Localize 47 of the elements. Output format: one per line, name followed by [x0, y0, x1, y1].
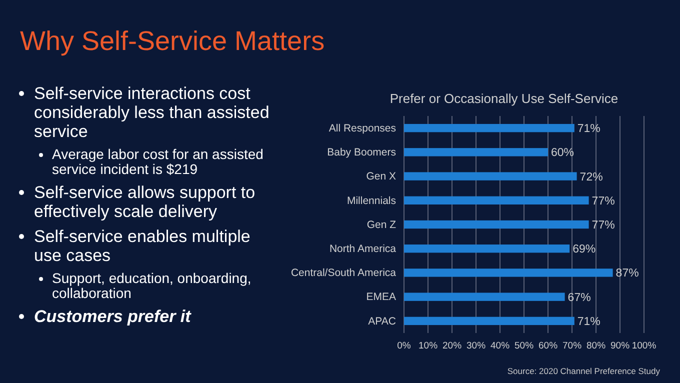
x-tick-label: 20%: [442, 340, 462, 352]
text: Self-service allows support to effectively scale delivery: [34, 183, 256, 221]
data-label: 67%: [568, 292, 591, 304]
y-tick-label: All Responses: [328, 122, 396, 134]
bar: [404, 292, 565, 301]
x-tick-label: 10%: [418, 340, 438, 352]
y-tick-label: Gen Z: [366, 218, 397, 231]
x-tick-label: 80%: [586, 340, 606, 352]
data-label: 77%: [592, 220, 615, 232]
text: Support, education, onboarding, collaboration: [52, 270, 252, 301]
y-tick-label: Central/South America: [290, 267, 396, 280]
source-note: Source: 2020 Channel Preference Study: [507, 366, 661, 376]
x-tick-label: 50%: [514, 340, 534, 352]
x-tick-label: 90%: [610, 340, 630, 352]
data-label: 69%: [572, 244, 596, 256]
y-tick-label: Millennials: [346, 194, 396, 207]
x-tick-label: 60%: [538, 340, 558, 352]
data-label: 87%: [616, 268, 639, 280]
text: Why Self-Service Matters: [20, 26, 325, 56]
bar: [404, 196, 589, 204]
x-tick-label: 70%: [562, 340, 582, 352]
data-label: 77%: [592, 195, 615, 208]
text: Average labor cost for an assisted service incident is $219: [52, 146, 264, 177]
y-tick-label: Gen X: [366, 170, 396, 183]
bar: [404, 220, 589, 229]
text: Self-service interactions cost considerably less than assisted service: [34, 84, 270, 141]
text: Customers prefer it: [34, 307, 191, 326]
chart-subtitle: Prefer or Occasionally Use Self-Service: [390, 91, 618, 106]
bar: [404, 268, 613, 277]
data-label: 71%: [577, 316, 600, 328]
y-tick-label: APAC: [368, 315, 396, 328]
bar: [404, 244, 570, 253]
text: Self-service enables multiple use cases: [34, 227, 250, 265]
bar: [404, 316, 574, 326]
data-label: 72%: [580, 171, 603, 184]
data-label: 60%: [551, 147, 574, 160]
x-tick-label: 100%: [632, 340, 657, 352]
y-tick-label: North America: [329, 242, 396, 255]
bar: [404, 148, 548, 156]
x-tick-label: 30%: [466, 340, 486, 352]
y-tick-label: Baby Boomers: [327, 146, 396, 159]
x-tick-label: 0%: [397, 340, 412, 352]
y-tick-label: EMEA: [366, 291, 396, 304]
x-tick-label: 40%: [490, 340, 510, 352]
bar: [404, 124, 574, 132]
data-label: 71%: [577, 123, 600, 136]
bar: [404, 172, 577, 180]
